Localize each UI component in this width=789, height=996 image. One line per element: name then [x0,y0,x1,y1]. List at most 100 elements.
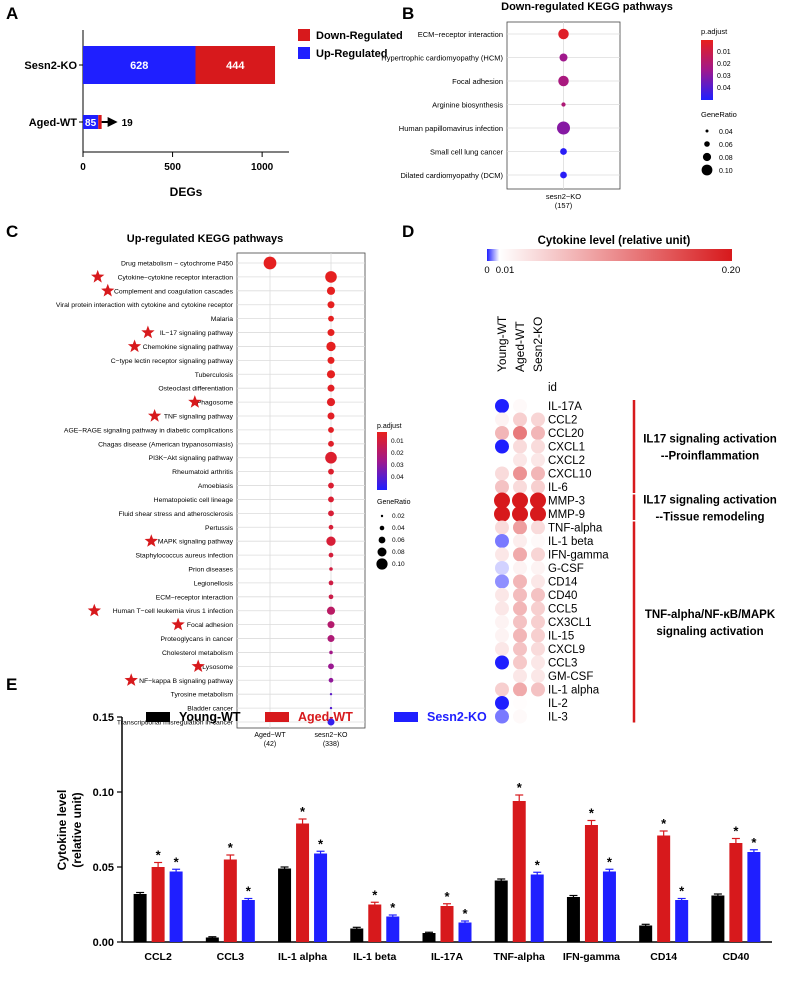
panel-c-pathway-label: PI3K−Akt signaling pathway [149,455,234,462]
panel-b-pathway-label: ECM−receptor interaction [418,30,503,39]
panel-c-dot [326,341,336,352]
panel-d-heat-cell [513,547,527,562]
panel-e-significance-star: * [372,887,378,902]
panel-e-category-label: IFN-gamma [563,951,620,963]
panel-c-pathway-label: NF−kappa B signaling pathway [139,678,233,685]
panel-b-legend-ratio-label: 0.08 [719,155,733,162]
panel-e-chart: 0.00 0.05 0.10 0.15 Cytokine level (relative … [55,710,772,963]
panel-c-x-count: (42) [264,741,276,748]
panel-c-pathway-label: Tyrosine metabolism [171,692,234,699]
panel-c-star-icon [124,673,138,686]
panel-d-heat-cell [512,492,528,509]
panel-e-bar-sesn2-ko [241,900,255,942]
panel-b-dot [558,75,569,87]
panel-c-legend-padjust-title: p.adjust [377,423,402,430]
panel-d-heat-cell [513,412,527,427]
panel-c-star-icon [171,617,185,631]
panel-b-pathway-label: Dilated cardiomyopathy (DCM) [400,171,503,180]
panel-a-category-label: Aged-WT [29,117,78,129]
panel-b-legend-ratio-dot [702,152,712,162]
panel-c-pathway-label: Fluid shear stress and atherosclerosis [119,511,234,518]
panel-d-heat-cell [495,480,509,494]
panel-e-significance-star: * [751,835,757,850]
panel-e-category-label: CCL3 [217,951,245,963]
panel-e-bar-sesn2-ko [602,871,616,942]
panel-d-heat-cell [513,534,527,548]
panel-d-annotation-text: IL17 signaling activation [643,494,777,506]
panel-b-legend-ratio-title: GeneRatio [701,110,737,119]
panel-b-legend-ratio-label: 0.04 [719,129,733,136]
panel-c-pathway-label: TNF signaling pathway [164,414,234,421]
panel-d-heat-cell [513,439,527,454]
panel-b-pathway-label: Small cell lung cancer [430,148,503,157]
panel-c-legend-ratio-label: 0.10 [392,561,405,568]
panel-d-scale-tick: 0.01 [496,265,515,276]
panel-d-annotation-text: --Tissue remodeling [655,511,764,523]
panel-b-x-label: sesn2−KO [546,192,581,201]
panel-e-significance-star: * [174,854,180,869]
panel-e-category-label: IL-17A [431,951,464,963]
panel-d-heat-cell [495,412,509,427]
panel-d-heat-cell [530,492,546,509]
panel-e-significance-star: * [679,884,685,899]
panel-d-heat-cell [495,466,509,481]
panel-c-star-icon [87,603,101,617]
panel-e-legend-label: Aged-WT [298,710,353,724]
panel-d-heat-cell [513,561,527,575]
panel-c-pathway-label: Chemokine signaling pathway [143,344,234,351]
panel-e-bar-sesn2-ko [458,922,472,942]
panel-d-heat-cell [531,682,545,697]
panel-c-dot [328,496,334,503]
panel-c-dot [327,635,335,643]
panel-e-category-label: IL-1 beta [353,951,396,963]
panel-c-dot [328,580,334,586]
panel-d-row-label: CCL20 [548,428,584,440]
panel-c-pathway-label: Drug metabolism − cytochrome P450 [121,261,233,268]
panel-c-legend-ratio-label: 0.04 [392,525,405,532]
panel-d-heat-cell [513,696,527,710]
panel-letter-b: B [402,4,414,23]
panel-d-row-label: IL-15 [548,631,574,643]
panel-b-legend-ratio-dot [704,141,710,147]
panel-e-bar-young-wt [711,895,725,942]
panel-e-bar-sesn2-ko [530,874,544,942]
panel-e-bar-sesn2-ko [314,853,328,942]
panel-d-row-label: IL-3 [548,712,568,724]
panel-e-category-label: CCL2 [144,951,172,963]
panel-c-legend-tick: 0.01 [391,438,404,445]
panel-d-heat-cell [531,480,545,494]
panel-a-bar-down-regulated [98,115,102,129]
panel-d-scale-bar [487,249,732,261]
panel-e-y-tick-label: 0.15 [93,712,114,724]
panel-a-bar-up-regulated [83,115,99,129]
panel-d-heat-cell [513,601,527,616]
panel-d-row-label: CCL3 [548,658,577,670]
panel-e-bar-young-wt [133,894,147,942]
panel-e-legend-swatch [265,712,289,722]
panel-d-heat-cell [513,399,527,413]
panel-d-heat-cell [531,534,545,548]
panel-c-x-label: Aged−WT [254,732,286,739]
panel-d-heat-cell [513,426,527,440]
panel-d-row-label: CXCL9 [548,644,585,656]
panel-e-bar-young-wt [566,897,580,942]
panel-b-pathway-label: Human papillomavirus infection [399,124,503,133]
panel-d-row-label: CXCL1 [548,442,585,454]
panel-b-title: Down-regulated KEGG pathways [501,1,673,13]
panel-c-star-icon [191,659,205,672]
panel-e-significance-star: * [318,836,324,851]
panel-d-heat-cell [531,439,545,454]
panel-d-row-label: GM-CSF [548,671,593,683]
panel-c-dot [326,606,336,615]
panel-d-heat-cell [513,574,527,589]
panel-a-x-tick-label: 500 [164,162,181,173]
panel-d-heat-cell [531,547,545,562]
panel-c-pathway-label: Rheumatoid arthritis [172,469,233,476]
panel-letter-c: C [6,222,18,241]
panel-a-bar-down-regulated [195,46,276,84]
panel-d-title: Cytokine level (relative unit) [538,235,691,247]
panel-c-legend-ratio-dot [380,514,384,518]
panel-d-heat-cell [495,439,509,454]
panel-d-heat-cell [495,588,509,602]
panel-c-pathway-label: Lysosome [202,664,233,671]
